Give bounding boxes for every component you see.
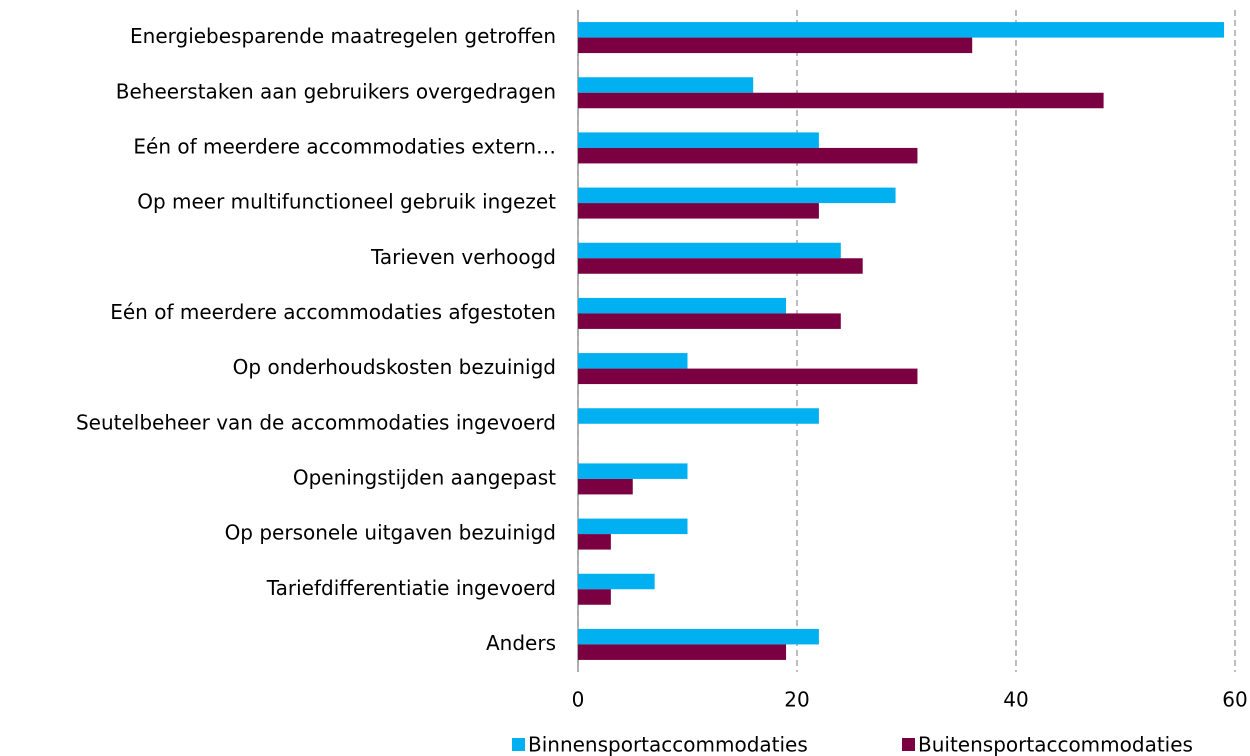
y-tick-label: Seutelbeheer van de accommodaties ingevo…: [76, 410, 556, 434]
bar: [578, 77, 754, 93]
y-tick-label: Op meer multifunctioneel gebruik ingezet: [137, 190, 556, 214]
bar: [578, 573, 655, 590]
bar: [578, 258, 863, 274]
legend-swatch: [512, 738, 525, 751]
y-tick-label: Op personele uitgaven bezuinigd: [225, 521, 556, 545]
bar: [578, 187, 896, 204]
bar: [578, 478, 633, 495]
bar: [578, 92, 1104, 109]
bar: [578, 132, 819, 148]
y-tick-label: Tarieven verhoogd: [370, 245, 556, 269]
bar: [578, 463, 688, 479]
y-tick-label: Eén of meerdere accommodaties extern…: [133, 134, 556, 158]
bar: [578, 368, 918, 385]
bar: [578, 203, 819, 219]
x-tick-label: 0: [572, 688, 585, 712]
y-tick-label: Openingstijden aangepast: [293, 465, 556, 489]
y-tick-label: Anders: [486, 631, 556, 655]
bar: [578, 313, 841, 329]
bar: [578, 22, 1225, 38]
bar: [578, 534, 611, 550]
bar: [578, 297, 787, 314]
legend-label: Buitensportaccommodaties: [918, 733, 1193, 756]
y-tick-label: Op onderhoudskosten bezuinigd: [233, 355, 556, 379]
legend-label: Binnensportaccommodaties: [528, 733, 808, 756]
bar: [578, 242, 841, 259]
bar: [578, 37, 973, 54]
bar: [578, 408, 819, 424]
x-tick-label: 60: [1222, 688, 1247, 712]
bar: [578, 518, 688, 535]
bar: [578, 644, 787, 660]
bar: [578, 353, 688, 369]
x-tick-label: 40: [1003, 688, 1028, 712]
legend-swatch: [902, 738, 915, 751]
bar: [578, 628, 819, 645]
y-tick-label: Tariefdifferentiatie ingevoerd: [266, 576, 556, 600]
bar: [578, 589, 611, 605]
y-tick-label: Eén of meerdere accommodaties afgestoten: [110, 300, 556, 324]
bar: [578, 147, 918, 164]
x-tick-label: 20: [784, 688, 809, 712]
y-tick-label: Beheerstaken aan gebruikers overgedragen: [116, 79, 556, 103]
y-tick-label: Energiebesparende maatregelen getroffen: [130, 24, 556, 48]
